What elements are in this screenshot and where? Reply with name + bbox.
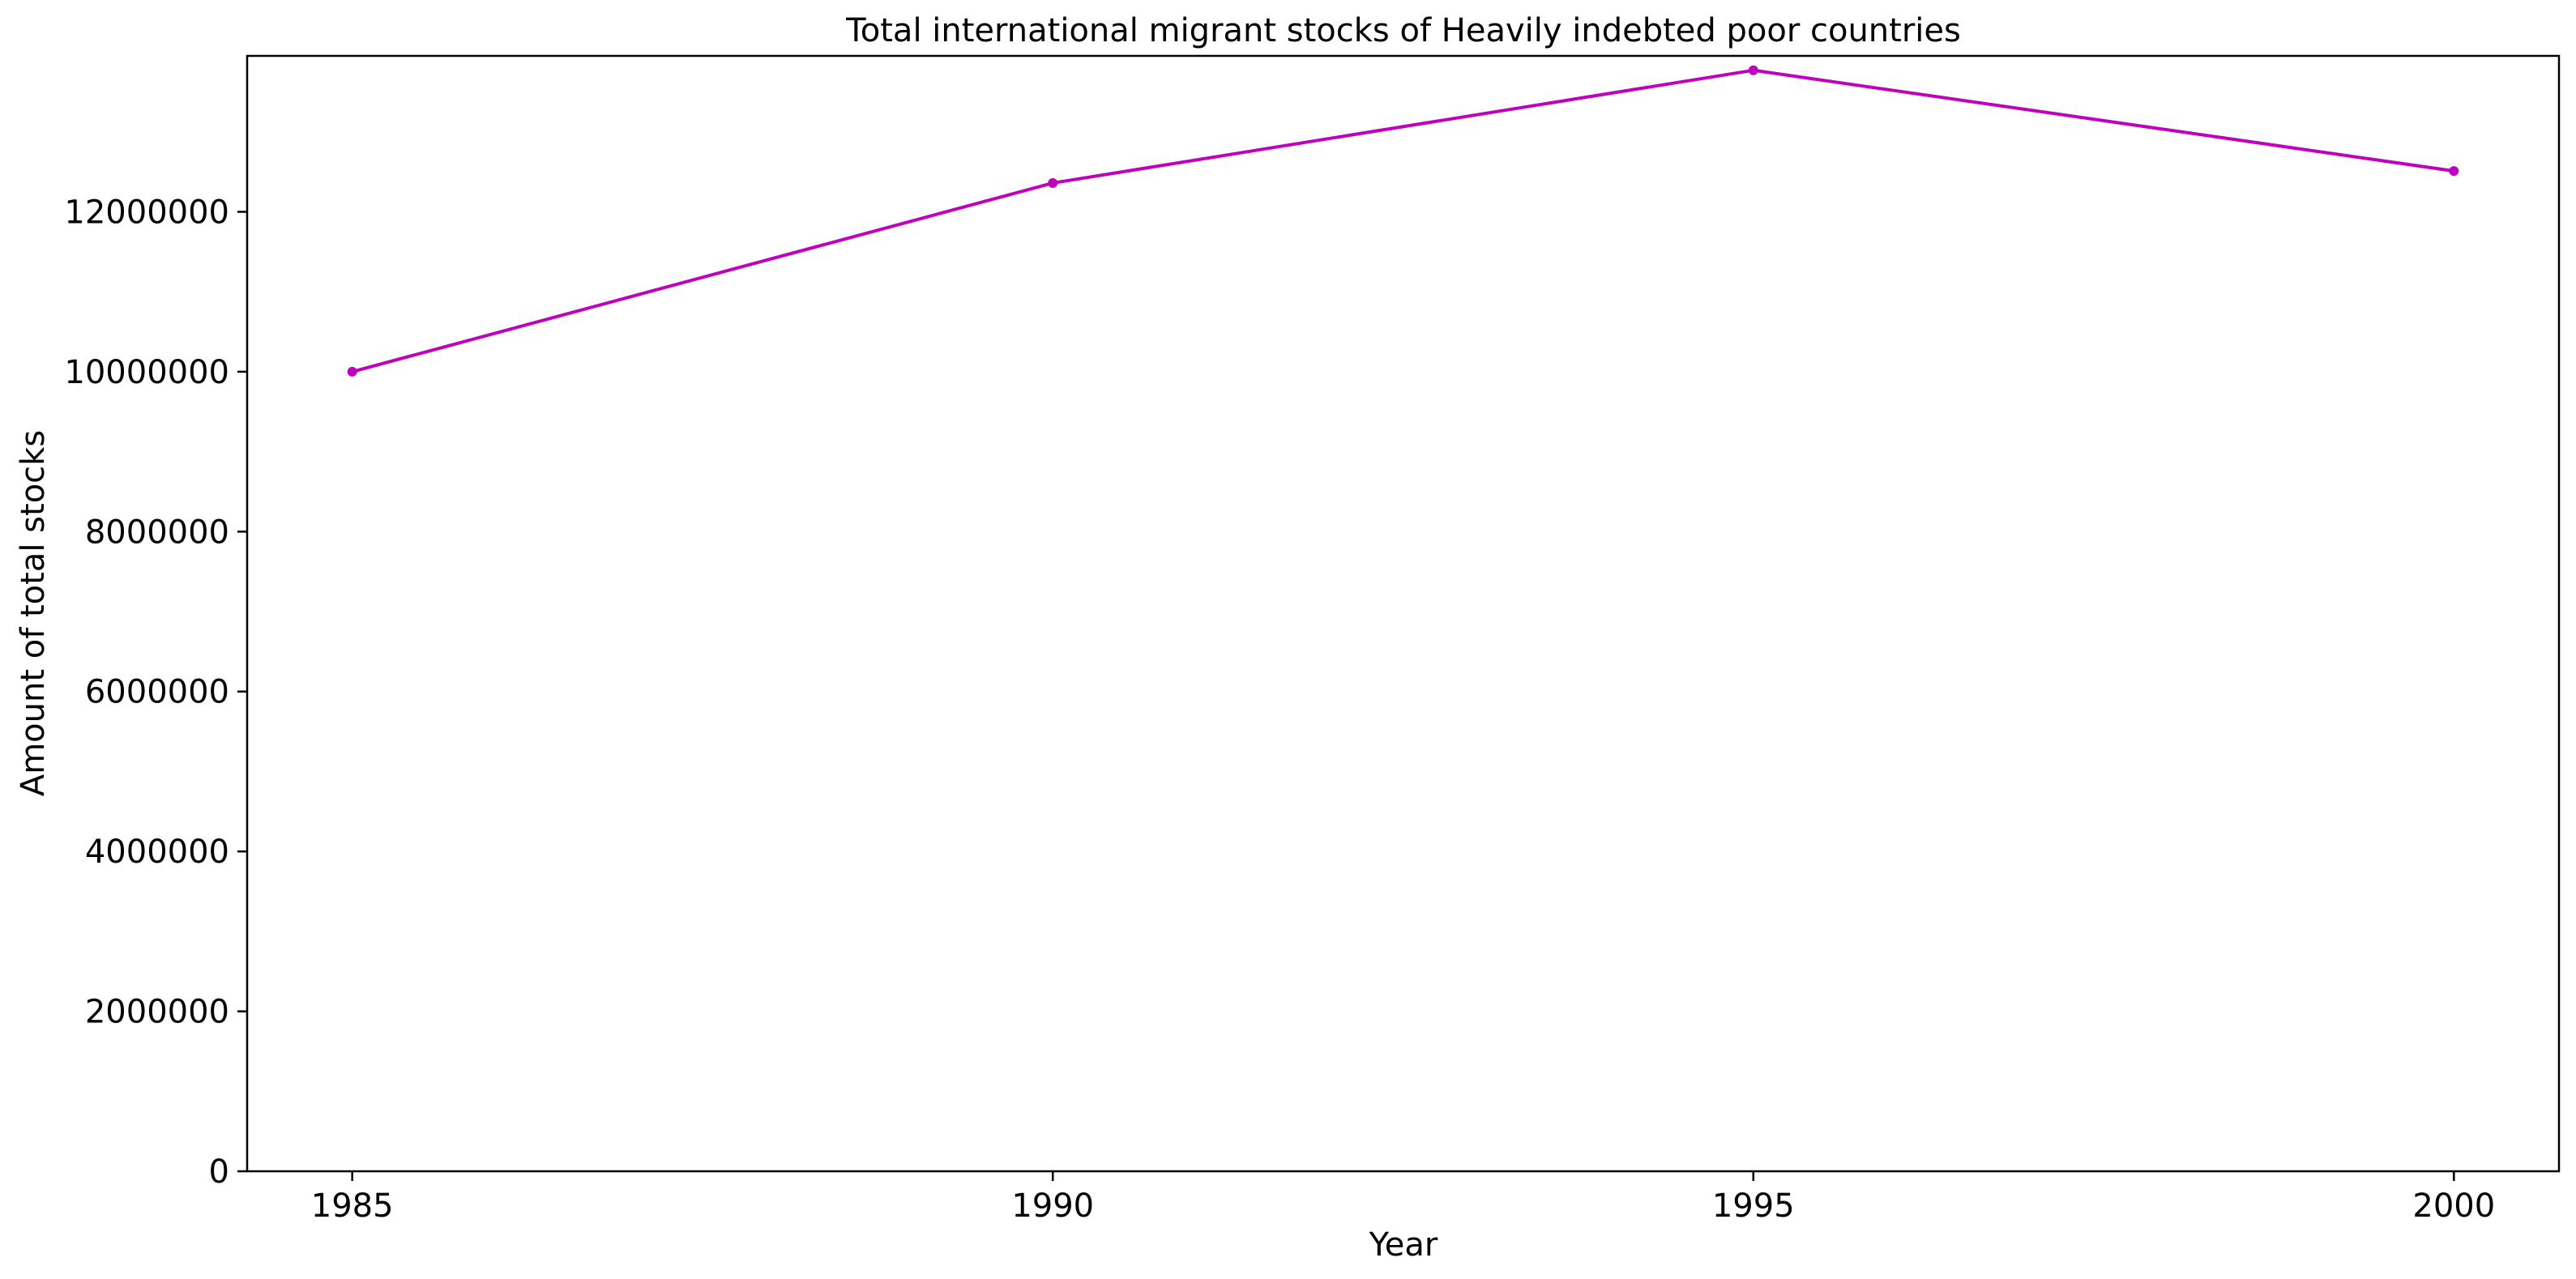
- series-line: [352, 68, 2454, 373]
- y-tick-label: 12000000: [64, 194, 229, 231]
- y-tick-label: 10000000: [64, 354, 229, 391]
- x-tick-label: 1990: [1011, 1187, 1094, 1225]
- x-tick-label: 1985: [311, 1187, 394, 1225]
- y-axis-ticks: 0 2000000 4000000 6000000 8000000 10000000 120…: [64, 194, 247, 1191]
- series-layer: [347, 65, 2459, 377]
- x-axis-ticks: 1985 1990 1995 2000: [311, 1171, 2495, 1225]
- data-point: [1748, 65, 1758, 75]
- y-tick-label: 4000000: [85, 833, 229, 871]
- y-tick-label: 0: [209, 1153, 229, 1191]
- chart-title: Total international migrant stocks of He…: [845, 12, 1961, 49]
- data-point: [2449, 166, 2459, 177]
- x-tick-label: 1995: [1712, 1187, 1795, 1225]
- data-point: [1048, 177, 1058, 188]
- y-tick-label: 8000000: [85, 514, 229, 551]
- x-tick-label: 2000: [2412, 1187, 2495, 1225]
- data-point: [347, 366, 357, 377]
- plot-frame: [246, 54, 2561, 1173]
- y-tick-label: 6000000: [85, 674, 229, 711]
- y-tick-label: 2000000: [85, 994, 229, 1031]
- x-axis-label: Year: [1369, 1226, 1438, 1264]
- y-axis-label: Amount of total stocks: [15, 430, 52, 796]
